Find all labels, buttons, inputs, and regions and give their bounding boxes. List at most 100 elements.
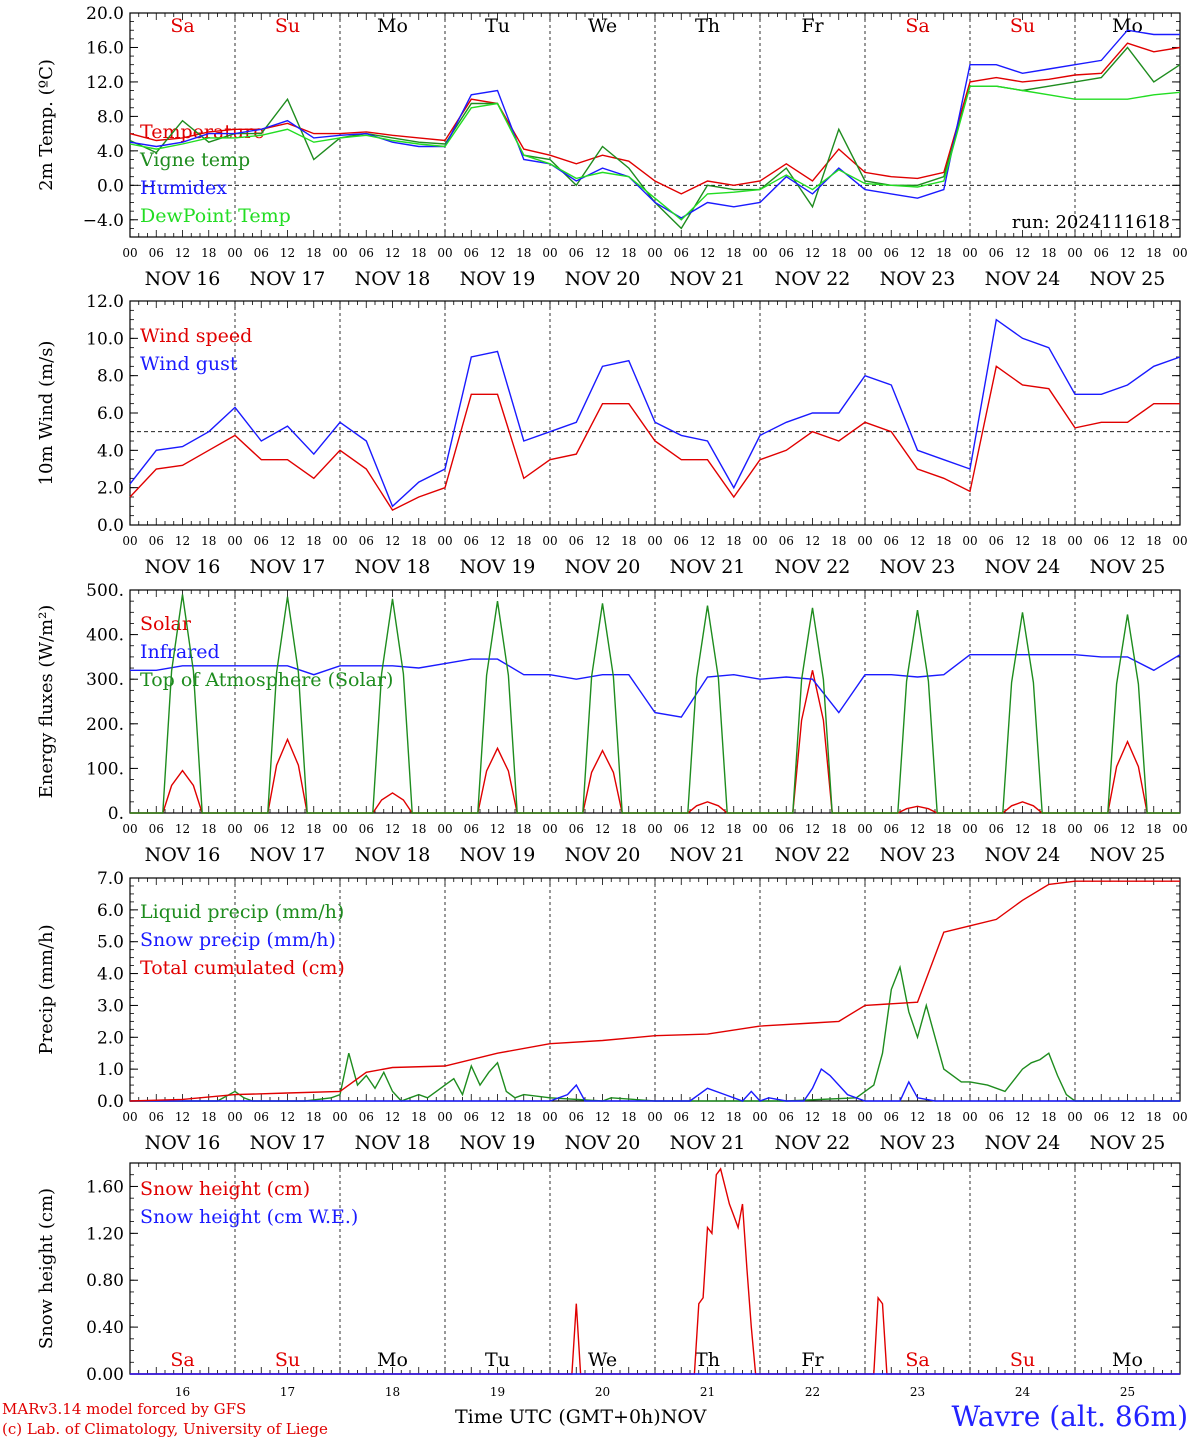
y-tick-label: 0.0: [97, 516, 124, 536]
y-tick-label: 300.: [86, 670, 124, 690]
weekday-label: Fr: [801, 1349, 824, 1371]
hour-tick-label: 00: [857, 822, 872, 836]
y-tick-label: 5.0: [97, 933, 124, 953]
y-axis-label: Snow height (cm): [36, 1188, 57, 1349]
hour-tick-label: 06: [569, 246, 584, 260]
weekday-label: Mo: [377, 1349, 408, 1371]
date-label: NOV 22: [775, 844, 851, 866]
hour-tick-label: 18: [831, 822, 846, 836]
weekday-label: Su: [1010, 1349, 1035, 1371]
date-label: NOV 18: [355, 1132, 431, 1154]
hour-tick-label: 12: [700, 246, 715, 260]
hour-tick-label: 12: [490, 534, 505, 548]
date-label: NOV 17: [250, 556, 326, 578]
hour-tick-label: 00: [542, 246, 557, 260]
y-axis-label: 2m Temp. (ºC): [36, 59, 57, 191]
hour-tick-label: 06: [359, 822, 374, 836]
hour-tick-label: 06: [464, 534, 479, 548]
hour-tick-label: 06: [464, 822, 479, 836]
y-tick-label: 2.0: [97, 479, 124, 499]
hour-tick-label: 06: [569, 534, 584, 548]
weekday-label: We: [588, 15, 617, 37]
y-tick-label: 8.0: [97, 367, 124, 387]
legend-entry: Infrared: [140, 641, 220, 663]
day-number-label: 16: [175, 1385, 190, 1399]
hour-tick-label: 00: [1067, 1110, 1082, 1124]
hour-tick-label: 12: [1120, 822, 1135, 836]
hour-tick-label: 06: [149, 822, 164, 836]
hour-tick-label: 12: [280, 1110, 295, 1124]
hour-tick-label: 06: [1094, 534, 1109, 548]
plot-frame: [129, 589, 1181, 814]
hour-tick-label: 12: [385, 246, 400, 260]
day-number-label: 17: [280, 1385, 295, 1399]
date-label: NOV 24: [985, 556, 1061, 578]
hour-tick-label: 00: [332, 534, 347, 548]
date-label: NOV 16: [145, 556, 221, 578]
hour-tick-label: 00: [962, 1110, 977, 1124]
hour-tick-label: 06: [254, 534, 269, 548]
run-label: run: 2024111618: [1012, 212, 1170, 233]
date-label: NOV 23: [880, 1132, 956, 1154]
y-tick-label: 1.60: [86, 1177, 124, 1197]
hour-tick-label: 06: [149, 534, 164, 548]
hour-tick-label: 00: [542, 822, 557, 836]
hour-tick-label: 12: [805, 822, 820, 836]
hour-tick-label: 00: [437, 534, 452, 548]
hour-tick-label: 18: [1146, 1110, 1161, 1124]
y-tick-label: 200.: [86, 715, 124, 735]
hour-tick-label: 06: [1094, 1110, 1109, 1124]
y-tick-label: 400.: [86, 626, 124, 646]
hour-tick-label: 12: [910, 246, 925, 260]
hour-tick-label: 00: [227, 534, 242, 548]
hour-tick-label: 18: [411, 534, 426, 548]
date-label: NOV 23: [880, 556, 956, 578]
hour-tick-label: 18: [1146, 246, 1161, 260]
hour-tick-label: 00: [647, 822, 662, 836]
hour-tick-label: 12: [1015, 822, 1030, 836]
hour-tick-label: 18: [831, 534, 846, 548]
hour-tick-label: 00: [647, 246, 662, 260]
date-label: NOV 19: [460, 556, 536, 578]
hour-tick-label: 12: [700, 534, 715, 548]
time-label: Time UTC (GMT+0h): [455, 1406, 661, 1428]
hour-tick-label: 06: [989, 822, 1004, 836]
hour-tick-label: 00: [227, 246, 242, 260]
date-label: NOV 19: [460, 1132, 536, 1154]
y-tick-label: 2.0: [97, 1028, 124, 1048]
day-number-label: 20: [595, 1385, 610, 1399]
day-number-label: 18: [385, 1385, 400, 1399]
hour-tick-label: 12: [910, 1110, 925, 1124]
day-number-label: 22: [805, 1385, 820, 1399]
y-tick-label: 0.00: [86, 1365, 124, 1385]
hour-tick-label: 18: [306, 246, 321, 260]
hour-tick-label: 00: [857, 1110, 872, 1124]
legend-entry: Snow height (cm W.E.): [140, 1206, 358, 1228]
hour-tick-label: 00: [752, 246, 767, 260]
credit-lab: (c) Lab. of Climatology, University of L…: [2, 1420, 328, 1438]
date-label: NOV 20: [565, 1132, 641, 1154]
weekday-label: Sa: [905, 1349, 929, 1371]
date-label: NOV 17: [250, 844, 326, 866]
hour-tick-label: 18: [306, 534, 321, 548]
credit-model: MARv3.14 model forced by GFS: [2, 1400, 247, 1418]
date-label: NOV 21: [670, 556, 746, 578]
hour-tick-label: 18: [411, 246, 426, 260]
hour-tick-label: 12: [385, 822, 400, 836]
date-label: NOV 17: [250, 1132, 326, 1154]
legend-entry: Humidex: [140, 177, 227, 199]
hour-tick-label: 12: [385, 1110, 400, 1124]
hour-tick-label: 12: [175, 534, 190, 548]
y-tick-label: 0.80: [86, 1271, 124, 1291]
hour-tick-label: 18: [516, 1110, 531, 1124]
hour-tick-label: 00: [857, 246, 872, 260]
hour-tick-label: 06: [884, 246, 899, 260]
hour-tick-label: 00: [1172, 534, 1187, 548]
hour-tick-label: 12: [175, 1110, 190, 1124]
hour-tick-label: 12: [805, 1110, 820, 1124]
y-tick-label: 6.0: [97, 901, 124, 921]
weekday-label: Mo: [1112, 1349, 1143, 1371]
series-line: [130, 594, 1180, 814]
hour-tick-label: 06: [674, 246, 689, 260]
hour-tick-label: 12: [175, 822, 190, 836]
